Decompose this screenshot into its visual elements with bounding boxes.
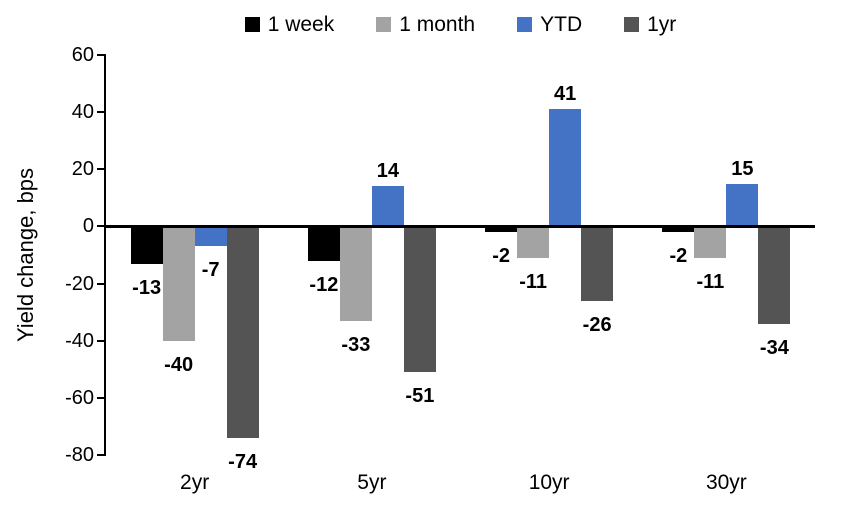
- y-axis-title: Yield change, bps: [13, 167, 38, 343]
- legend-label: 1 month: [399, 12, 476, 36]
- bar-value-label: -74: [228, 450, 258, 473]
- chart-legend: 1 week 1 month YTD 1yr: [106, 8, 815, 40]
- legend-label: 1 week: [267, 12, 335, 36]
- legend-swatch-icon: [517, 16, 533, 32]
- bar-value-label: 41: [554, 83, 577, 106]
- x-category-label: 5yr: [357, 471, 387, 494]
- bar-value-label: -11: [696, 270, 725, 293]
- legend-item: YTD: [517, 14, 582, 35]
- x-category-label: 10yr: [528, 471, 570, 494]
- y-axis-tick: [97, 111, 104, 114]
- y-axis-tick: [97, 54, 104, 56]
- bar-value-label: -7: [201, 259, 220, 282]
- bar: [726, 183, 759, 227]
- y-axis-tick: [97, 454, 104, 456]
- y-tick-label: 40: [71, 101, 94, 124]
- bar: [485, 226, 518, 233]
- y-tick-label: -60: [65, 386, 94, 409]
- bar-value-label: -33: [341, 333, 371, 356]
- legend-label: YTD: [540, 12, 583, 36]
- y-tick-label: -40: [65, 329, 94, 352]
- bar-value-label: -11: [519, 270, 548, 293]
- x-category-label: 30yr: [705, 471, 747, 494]
- bar: [339, 226, 372, 321]
- bar: [307, 226, 340, 261]
- y-tick-label: 0: [82, 215, 94, 238]
- bar-value-label: -51: [405, 385, 435, 408]
- bar: [694, 226, 727, 258]
- bar: [549, 109, 582, 227]
- y-axis-tick: [97, 396, 104, 399]
- y-axis-tick: [97, 339, 104, 342]
- bar: [226, 226, 259, 438]
- bar: [581, 226, 614, 301]
- y-tick-label: -80: [65, 444, 94, 466]
- bar: [517, 226, 550, 258]
- legend-swatch-icon: [244, 16, 260, 32]
- bar-value-label: 15: [731, 157, 754, 180]
- bar-value-label: -12: [309, 273, 339, 296]
- bar-value-label: -13: [132, 276, 162, 299]
- y-tick-label: -20: [65, 272, 94, 295]
- x-axis-zero-line: [106, 224, 815, 228]
- x-category-label: 2yr: [180, 471, 210, 494]
- bar: [130, 226, 163, 264]
- legend-item: 1 week: [244, 12, 335, 36]
- y-axis-tick: [97, 168, 104, 171]
- bar-value-label: 14: [376, 160, 399, 183]
- bar-value-label: -40: [164, 353, 194, 376]
- legend-swatch-icon: [624, 16, 640, 32]
- bar-value-label: -2: [492, 245, 511, 268]
- legend-label: 1yr: [647, 12, 677, 36]
- bar: [662, 226, 695, 233]
- bar: [194, 226, 227, 247]
- bar: [162, 226, 195, 341]
- bar-value-label: -2: [669, 245, 688, 268]
- bar: [371, 186, 404, 227]
- y-tick-label: 20: [71, 158, 94, 181]
- y-axis-tick: [97, 225, 104, 228]
- y-axis-line: [104, 54, 106, 456]
- bar-value-label: -26: [582, 313, 612, 336]
- y-axis-tick: [97, 282, 104, 285]
- legend-swatch-icon: [376, 16, 392, 32]
- bar: [758, 226, 791, 324]
- legend-item: 1yr: [624, 14, 676, 35]
- legend-item: 1 month: [376, 14, 475, 35]
- bar: [403, 226, 436, 373]
- y-tick-label: 60: [71, 44, 94, 66]
- bar-value-label: -34: [759, 336, 789, 359]
